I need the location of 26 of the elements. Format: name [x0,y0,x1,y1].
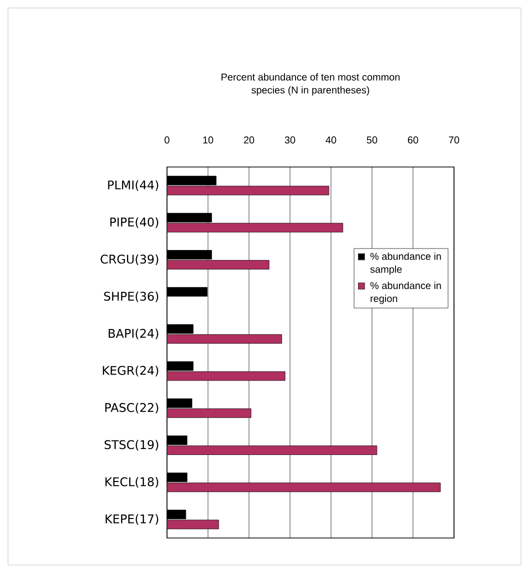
x-tick-label: 60 [408,136,418,144]
bar [167,446,378,455]
bar [167,482,441,492]
y-tick-label: STSC(19) [104,440,158,451]
x-tick-label: 70 [448,136,460,144]
y-tick-label: SHPE(36) [104,292,158,302]
chart-title: Percent abundance of ten most common species (N in parentheses) [222,73,400,96]
y-tick-label: PIPE(40) [110,217,158,228]
legend-label: % abundance in region [370,282,441,304]
bar [167,260,270,270]
y-tick-label: PLMI(44) [108,180,158,191]
y-tick-label: BAPI(24) [108,328,158,340]
x-tick-label: 30 [284,136,296,144]
legend-label: % abundance in sample [370,252,441,275]
x-tick-label: 20 [244,136,254,144]
x-tick-label: 0 [164,136,170,144]
x-tick-label: 50 [366,136,378,144]
x-tick-label: 10 [203,136,214,144]
y-tick-label: KEGR(24) [102,366,158,376]
y-tick-label: CRGU(39) [100,254,158,266]
y-tick-label: KEPE(17) [106,514,158,525]
y-tick-label: KECL(18) [105,477,158,488]
x-tick-label: 40 [326,136,336,144]
y-tick-label: PASC(22) [105,402,158,414]
bar [167,408,252,418]
bar [167,222,344,232]
